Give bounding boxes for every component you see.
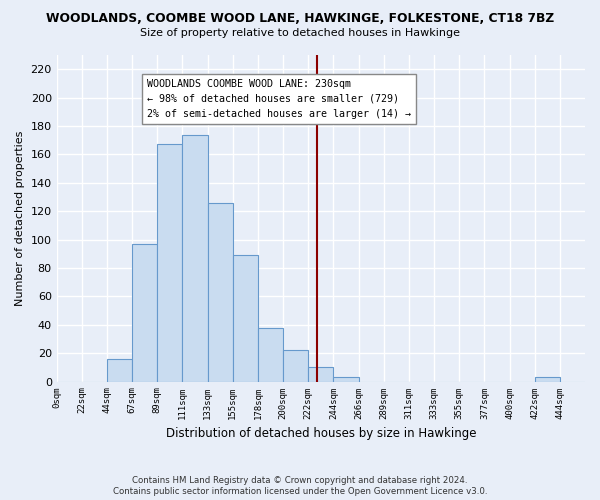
Bar — [334, 378, 359, 382]
Bar — [535, 378, 560, 382]
Text: WOODLANDS, COOMBE WOOD LANE, HAWKINGE, FOLKESTONE, CT18 7BZ: WOODLANDS, COOMBE WOOD LANE, HAWKINGE, F… — [46, 12, 554, 26]
Text: Contains public sector information licensed under the Open Government Licence v3: Contains public sector information licen… — [113, 488, 487, 496]
Text: WOODLANDS COOMBE WOOD LANE: 230sqm
← 98% of detached houses are smaller (729)
2%: WOODLANDS COOMBE WOOD LANE: 230sqm ← 98%… — [147, 79, 411, 118]
Bar — [283, 350, 308, 382]
Bar — [182, 134, 208, 382]
Text: Size of property relative to detached houses in Hawkinge: Size of property relative to detached ho… — [140, 28, 460, 38]
Bar — [132, 244, 157, 382]
Bar — [308, 368, 334, 382]
Bar — [107, 359, 132, 382]
Text: Contains HM Land Registry data © Crown copyright and database right 2024.: Contains HM Land Registry data © Crown c… — [132, 476, 468, 485]
Bar — [233, 255, 258, 382]
Bar — [258, 328, 283, 382]
X-axis label: Distribution of detached houses by size in Hawkinge: Distribution of detached houses by size … — [166, 427, 476, 440]
Bar — [157, 144, 182, 382]
Bar — [208, 202, 233, 382]
Y-axis label: Number of detached properties: Number of detached properties — [15, 130, 25, 306]
